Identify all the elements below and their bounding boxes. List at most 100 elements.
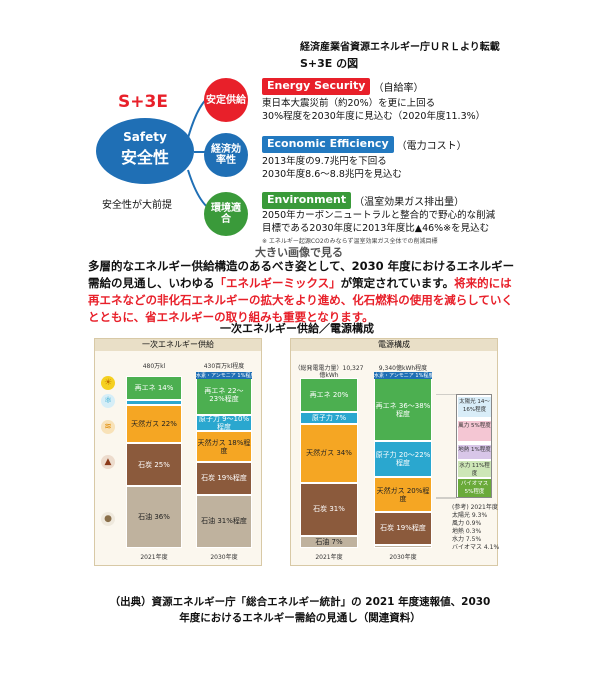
bar-segment: 再エネ 22〜23%程度 (196, 376, 252, 415)
s3e-title: S+3E (118, 92, 168, 112)
circle-energy-security: 安定供給 (204, 78, 248, 122)
bar-total: 480万kl (142, 363, 166, 370)
desc-line: 30%程度を2030年度に見込む（2020年度11.3%） (262, 111, 486, 122)
environment-label: Environment (262, 192, 352, 209)
segment-label: 石油 36% (138, 513, 170, 522)
ref-line: バイオマス 4.1% (452, 544, 500, 551)
economic-efficiency-heading: Economic Efficiency （電力コスト） (262, 136, 467, 153)
segment-label: 再エネ 20% (309, 390, 349, 399)
segment-label: 石炭 19%程度 (380, 524, 426, 533)
hydrogen-ammonia-label: 水素・アンモニア 1%程度 (196, 372, 252, 379)
bar-segment: 天然ガス 22% (126, 405, 182, 444)
caption-line1: （出典）資源エネルギー庁「総合エネルギー統計」の 2021 年度速報値、2030 (109, 596, 491, 608)
segment-label: 天然ガス 34% (306, 449, 352, 458)
bar-total: 9,340億kWh程度 (378, 364, 428, 372)
hydrogen-ammonia-label: 水素・アンモニア 1%程度 (374, 372, 432, 379)
energy-security-heading: Energy Security （自給率） (262, 78, 423, 95)
segment-label: 再エネ 36〜38%程度 (375, 401, 431, 418)
body-line2: が策定されています。 (340, 276, 455, 290)
bar-segment: 原子力 7% (300, 412, 358, 425)
energy-security-desc: 東日本大震災前（約20%）を更に上回る 30%程度を2030年度に見込む（202… (262, 97, 485, 123)
body-red-text: 将来的には再エネなどの非化石エネルギーの拡大をより進め、化石燃料の使用を減らして… (88, 276, 513, 324)
bar-segment: 石油 31%程度 (196, 494, 252, 548)
bar-segment (126, 400, 182, 406)
segment-label: 天然ガス 22% (131, 420, 177, 429)
renewable-breakdown: 太陽光 14〜16%程度 風力 5%程度 地熱 1%程度 水力 11%程度 バイ… (456, 394, 492, 498)
energy-security-label: Energy Security (262, 78, 371, 95)
category-label: 2021年度 (315, 554, 343, 561)
circle-economic-efficiency: 経済効率性 (204, 133, 248, 177)
atom-icon: ⚛ (101, 394, 115, 408)
category-label: 2021年度 (140, 554, 168, 561)
bar-segment: 石油 36% (126, 486, 182, 548)
bar-segment: 天然ガス 20%程度 (374, 477, 432, 512)
economic-efficiency-paren: （電力コスト） (396, 141, 467, 152)
segment-label: 再エネ 14% (134, 384, 174, 393)
ref-line: 太陽光 9.3% (452, 512, 488, 519)
breakdown-geothermal: 地熱 1%程度 (458, 445, 491, 459)
circle-label: 環境適合 (211, 203, 241, 225)
bar-segment (374, 544, 432, 548)
environment-desc: 2050年カーボンニュートラルと整合的で野心的な削減 目標である2030年度に2… (262, 209, 495, 235)
sun-icon: ☀ (101, 376, 115, 390)
gas-icon: ≋ (101, 420, 115, 434)
economic-efficiency-desc: 2013年度の9.7兆円を下回る 2030年度8.6～8.8兆円を見込む (262, 155, 402, 181)
segment-label: 原子力 9〜10%程度 (198, 414, 250, 431)
chart-title: 一次エネルギー供給／電源構成 (220, 322, 374, 335)
desc-line: 東日本大震災前（約20%）を更に上回る (262, 98, 436, 109)
segment-label: 石油 7% (315, 537, 343, 546)
safety-premise: 安全性が大前提 (102, 200, 172, 211)
economic-efficiency-label: Economic Efficiency (262, 136, 394, 153)
bar-segment: 石油 7% (300, 535, 358, 548)
body-highlight: 「エネルギーミックス」 (214, 276, 341, 290)
circle-environment: 環境適合 (204, 192, 248, 236)
environment-paren: （温室効果ガス排出量） (354, 197, 465, 208)
safety-jp: 安全性 (120, 148, 169, 167)
primary-energy-title: 一次エネルギー供給 (95, 339, 261, 351)
large-image-link[interactable]: 大きい画像で見る (255, 246, 343, 259)
body-paragraph: 多層的なエネルギー供給構造のあるべき姿として、2030 年度におけるエネルギー需… (88, 258, 518, 326)
bar-segment: 天然ガス 34% (300, 424, 358, 483)
bar-segment: 再エネ 36〜38%程度 (374, 377, 432, 442)
safety-en: Safety (123, 130, 167, 144)
ref-line: 風力 0.9% (452, 520, 482, 527)
source-caption: （出典）資源エネルギー庁「総合エネルギー統計」の 2021 年度速報値、2030… (70, 594, 530, 626)
bar-total: （総発電電力量）10,327億kWh (294, 364, 364, 379)
fire-icon: ▲ (101, 455, 115, 469)
source-note: 経済産業省資源エネルギー庁ＵＲＬより転載 (300, 42, 500, 53)
bar-total: 430百万kl程度 (203, 363, 245, 370)
circle-label: 経済効率性 (211, 144, 241, 166)
segment-label: 天然ガス 20%程度 (376, 486, 430, 503)
environment-heading: Environment （温室効果ガス排出量） (262, 192, 464, 209)
power-mix-title: 電源構成 (291, 339, 497, 351)
desc-line: 2050年カーボンニュートラルと整合的で野心的な削減 (262, 210, 496, 221)
ref-line: (参考) 2021年度 (452, 504, 498, 511)
breakdown-solar: 太陽光 14〜16%程度 (458, 397, 491, 417)
figure-title: S+3E の図 (300, 57, 359, 70)
caption-line2: 年度におけるエネルギー需給の見通し（関連資料） (179, 612, 421, 624)
bar-segment: 石炭 31% (300, 482, 358, 536)
bar-segment: 再エネ 20% (300, 377, 358, 413)
oil-drop-icon: ● (101, 512, 115, 526)
segment-label: 天然ガス 18%程度 (197, 438, 251, 455)
environment-footnote: ※ エネルギー起源CO2のみならず温室効果ガス全体での削減目標 (262, 238, 438, 245)
segment-label: 原子力 7% (311, 414, 347, 423)
bar-segment: 原子力 9〜10%程度 (196, 414, 252, 432)
breakdown-connector (436, 394, 456, 499)
bar-segment: 石炭 19%程度 (196, 462, 252, 495)
breakdown-hydro: 水力 11%程度 (458, 461, 491, 477)
segment-label: 石油 31%程度 (201, 517, 247, 526)
segment-label: 石炭 25% (138, 460, 170, 469)
desc-line: 目標である2030年度に2013年度比▲46%※を見込む (262, 223, 490, 234)
bar-segment: 石炭 19%程度 (374, 511, 432, 545)
ref-line: 地熱 0.3% (452, 528, 482, 535)
category-label: 2030年度 (389, 554, 417, 561)
energy-security-paren: （自給率） (373, 83, 424, 94)
segment-label: 原子力 20〜22%程度 (375, 451, 431, 468)
circle-label: 安定供給 (206, 94, 246, 106)
segment-label: 再エネ 22〜23%程度 (204, 387, 244, 404)
desc-line: 2013年度の9.7兆円を下回る (262, 156, 387, 167)
segment-label: 石炭 31% (313, 505, 345, 514)
bar-segment: 再エネ 14% (126, 376, 182, 401)
bar-segment: 石炭 25% (126, 443, 182, 487)
